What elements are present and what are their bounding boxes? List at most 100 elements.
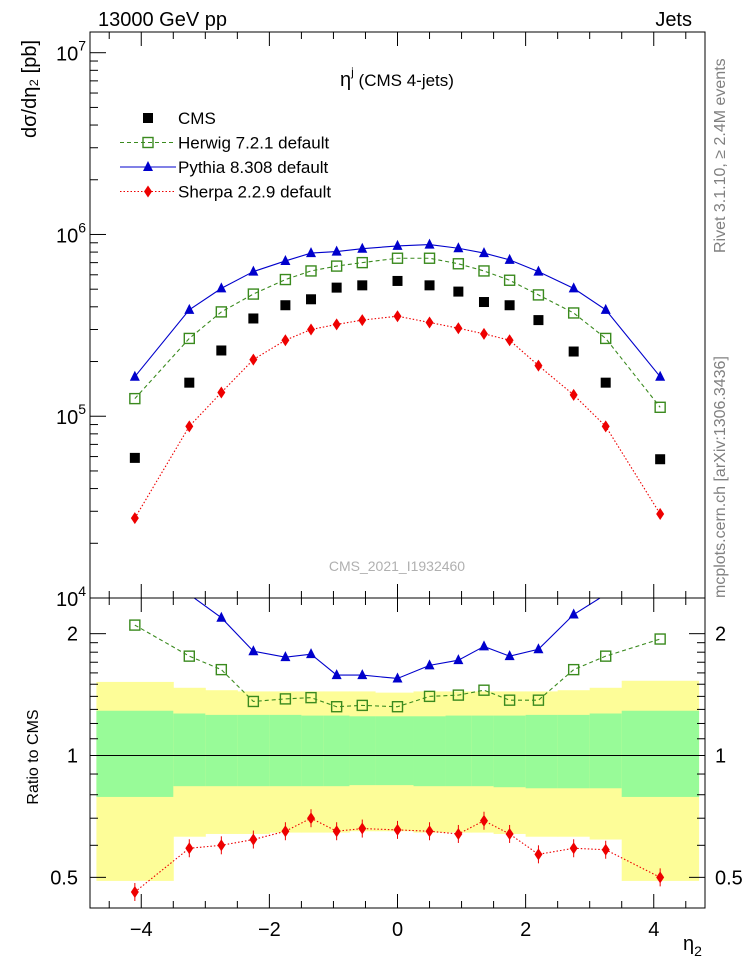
main-herwig-point bbox=[600, 332, 612, 345]
ratio-herwig-point bbox=[423, 690, 436, 703]
uncertainty-band-green bbox=[349, 716, 376, 786]
y-tick-label: 104 bbox=[56, 583, 86, 611]
main-cms-point bbox=[533, 315, 544, 326]
main-cms-point bbox=[453, 286, 464, 297]
main-herwig-markers bbox=[129, 252, 666, 413]
ratio-sherpa-markers bbox=[130, 812, 665, 899]
main-pythia-point bbox=[392, 239, 403, 250]
main-sherpa-point bbox=[454, 322, 463, 335]
legend-marker bbox=[142, 136, 154, 149]
ratio-pythia-point bbox=[392, 672, 403, 683]
uncertainty-band-green bbox=[557, 714, 591, 789]
main-cms-point bbox=[392, 275, 403, 286]
energy-label: 13000 GeV pp bbox=[98, 9, 227, 31]
y-tick-label: 105 bbox=[56, 401, 86, 429]
title-rest: (CMS 4-jets) bbox=[354, 71, 454, 90]
main-herwig-point bbox=[391, 252, 404, 264]
main-cms-point bbox=[357, 280, 368, 291]
y-tick-label: 2 bbox=[715, 624, 726, 646]
ratio-pythia-point bbox=[306, 648, 317, 659]
uncertainty-band-green bbox=[471, 715, 495, 787]
ratio-sherpa-point bbox=[393, 823, 402, 836]
uncertainty-band-green bbox=[269, 714, 302, 787]
uncertainty-band-green bbox=[445, 715, 472, 787]
uncertainty-band-green bbox=[323, 715, 350, 787]
uncertainty-band-green bbox=[375, 716, 415, 786]
uncertainty-band-green bbox=[301, 715, 325, 787]
legend-label: Herwig 7.2.1 default bbox=[178, 134, 329, 153]
main-y-axis-label: dσ/dη₂ [pb] bbox=[19, 40, 41, 138]
main-cms-point bbox=[504, 300, 515, 311]
uncertainty-band-green bbox=[589, 713, 623, 789]
title-superscript: j bbox=[350, 65, 354, 79]
ratio-sherpa-point bbox=[217, 839, 226, 852]
y-tick-label: 2 bbox=[67, 624, 78, 646]
ratio-pythia-point bbox=[216, 611, 227, 622]
ratio-herwig-point bbox=[183, 650, 195, 662]
ratio-herwig-point bbox=[391, 701, 404, 713]
main-herwig-point bbox=[452, 258, 465, 270]
main-pythia-point bbox=[184, 303, 195, 314]
ratio-herwig-point bbox=[279, 693, 292, 705]
x-tick-label: 2 bbox=[520, 919, 531, 941]
main-herwig-point bbox=[305, 265, 317, 277]
category-label: Jets bbox=[655, 9, 692, 31]
main-herwig-point bbox=[532, 289, 545, 301]
ratio-pythia-point bbox=[424, 659, 435, 670]
uncertainty-band-green bbox=[205, 714, 238, 787]
ratio-pythia-point bbox=[600, 598, 611, 599]
ratio-pythia-point bbox=[568, 608, 579, 619]
main-herwig-point bbox=[129, 392, 141, 405]
ratio-herwig-point bbox=[503, 694, 516, 706]
y-tick-label: 1 bbox=[67, 746, 78, 768]
main-sherpa-point bbox=[505, 334, 514, 347]
ratio-sherpa-point bbox=[307, 812, 316, 825]
main-sherpa-point bbox=[307, 323, 316, 336]
uncertainty-band-green bbox=[621, 710, 700, 797]
main-herwig-point bbox=[654, 401, 666, 413]
uncertainty-band-green bbox=[525, 714, 559, 789]
ratio-sherpa-point bbox=[358, 822, 367, 835]
main-cms-point bbox=[216, 345, 227, 356]
main-pythia-point bbox=[478, 247, 489, 258]
ratio-herwig-point bbox=[452, 689, 465, 701]
main-herwig-point bbox=[215, 306, 228, 318]
main-sherpa-point bbox=[358, 314, 367, 327]
ratio-sherpa-point bbox=[479, 814, 488, 827]
main-herwig-point bbox=[478, 265, 490, 277]
rivet-version-label: Rivet 3.1.10, ≥ 2.4M events bbox=[712, 58, 729, 253]
ratio-sherpa-point bbox=[505, 827, 514, 840]
main-sherpa-point bbox=[130, 512, 139, 525]
ratio-herwig-point bbox=[305, 691, 317, 704]
ratio-pythia-point bbox=[331, 669, 342, 680]
legend-label: Sherpa 2.2.9 default bbox=[178, 183, 331, 202]
legend-item: Herwig 7.2.1 default bbox=[120, 134, 329, 153]
main-pythia-point bbox=[453, 242, 464, 253]
ratio-herwig-point bbox=[129, 619, 141, 631]
main-cms-markers bbox=[129, 275, 666, 465]
y-tick-label: 1 bbox=[715, 746, 726, 768]
uncertainty-band-green bbox=[173, 713, 206, 787]
ratio-herwig-point bbox=[247, 695, 260, 708]
ratio-sherpa-line bbox=[134, 817, 661, 893]
main-cms-point bbox=[331, 282, 342, 293]
ratio-sherpa-point bbox=[569, 842, 578, 855]
main-pythia-point bbox=[424, 238, 435, 249]
ratio-sherpa-point bbox=[656, 871, 665, 884]
main-herwig-point bbox=[330, 260, 343, 272]
ratio-herwig-point bbox=[600, 650, 612, 662]
main-pythia-point bbox=[504, 253, 515, 264]
ratio-pythia-point bbox=[184, 598, 195, 599]
main-cms-point bbox=[655, 454, 666, 465]
ratio-sherpa-point bbox=[185, 842, 194, 855]
uncertainty-band-green bbox=[493, 715, 527, 788]
main-panel: 104 105 106 107 bbox=[56, 31, 706, 611]
ratio-y-axis-label: Ratio to CMS bbox=[25, 709, 42, 804]
ratio-herwig-point bbox=[356, 699, 368, 712]
ratio-herwig-point bbox=[215, 663, 228, 676]
ratio-pythia-point bbox=[130, 569, 140, 579]
main-cms-point bbox=[568, 346, 579, 357]
source-label: mcplots.cern.ch [arXiv:1306.3436] bbox=[712, 356, 729, 598]
ratio-herwig-line bbox=[134, 624, 661, 708]
main-herwig-point bbox=[183, 332, 195, 345]
